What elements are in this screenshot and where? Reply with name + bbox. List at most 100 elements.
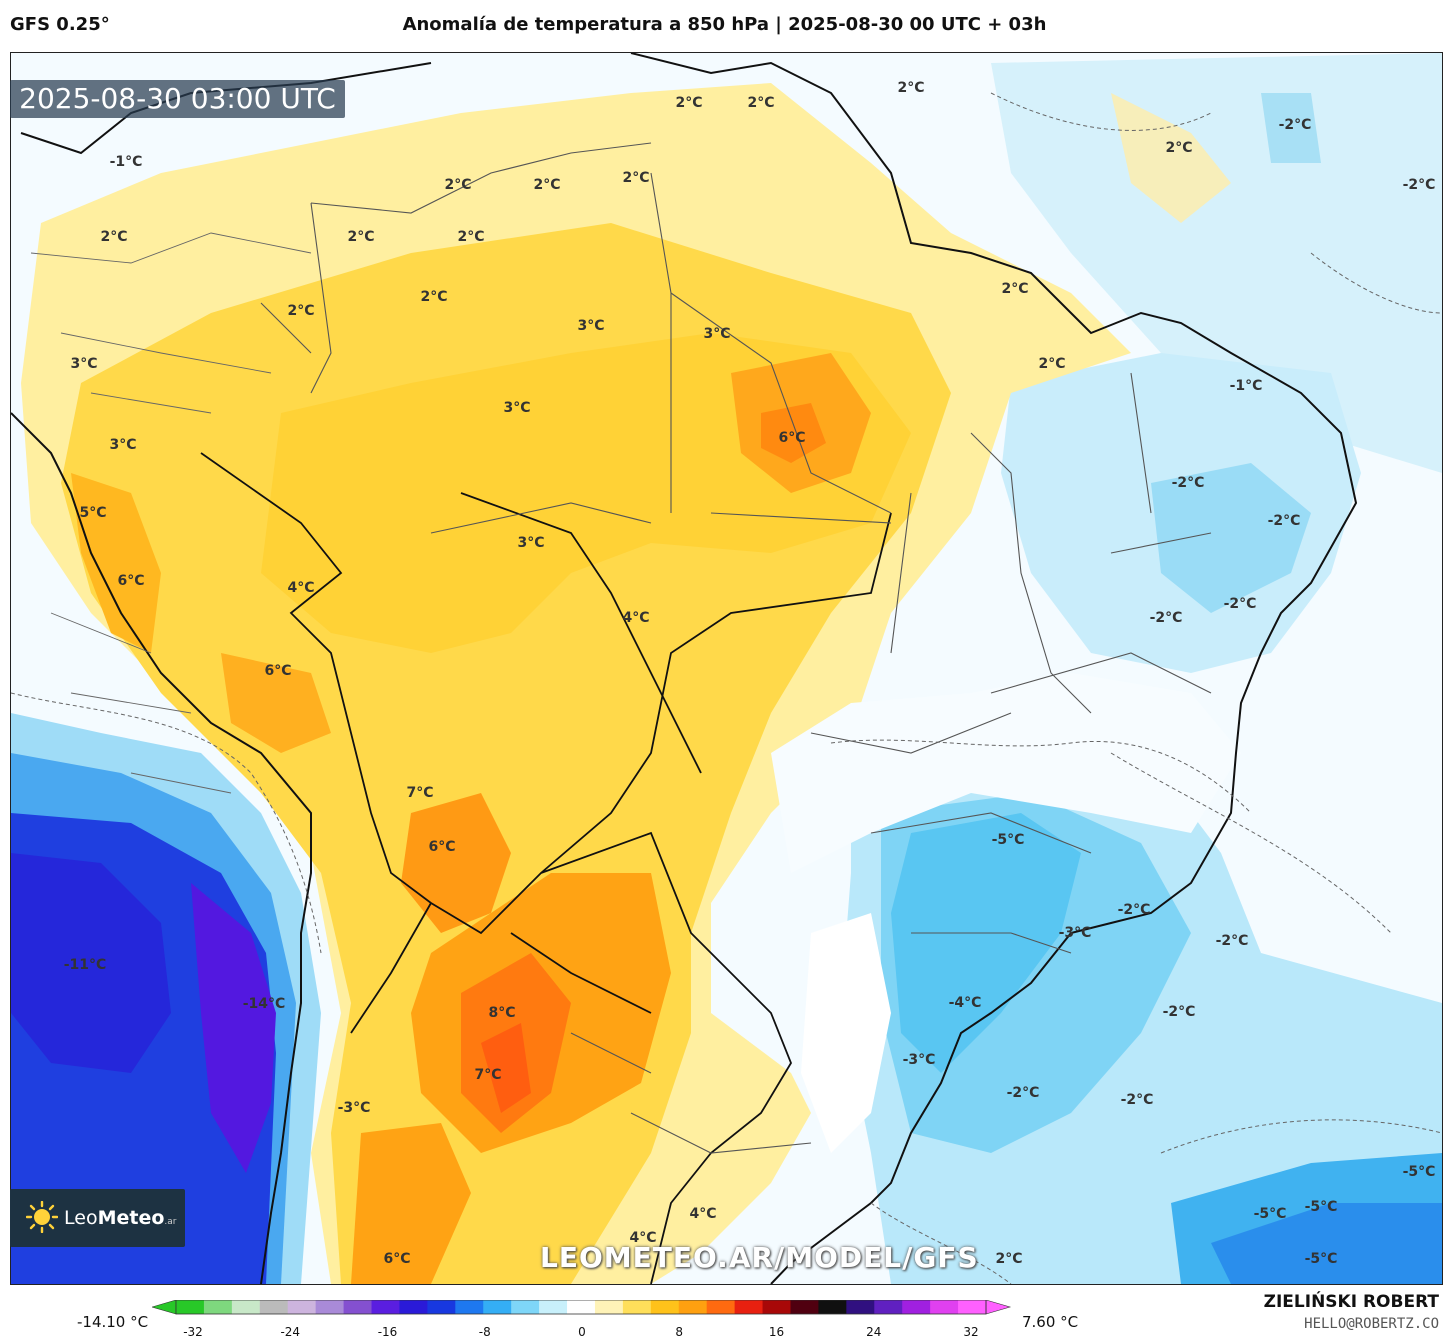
map-temperature-label: 5°C [79, 505, 107, 521]
leometeo-logo: LeoMeteo.ar [10, 1189, 185, 1247]
map-temperature-label: 8°C [488, 1005, 516, 1021]
colorbar-segment [762, 1300, 791, 1314]
map-temperature-label: 4°C [629, 1230, 657, 1246]
map-temperature-label: 3°C [703, 326, 731, 342]
colorbar-segment [650, 1300, 680, 1314]
colorbar-tick-label: 16 [768, 1325, 785, 1339]
logo-wordmark: LeoMeteo.ar [64, 1207, 177, 1229]
map-temperature-label: 3°C [577, 318, 605, 334]
watermark-url: LEOMETEO.AR/MODEL/GFS [540, 1241, 979, 1274]
author-email: HELLO@ROBERTZ.CO [1304, 1316, 1439, 1332]
map-temperature-label: -2°C [1006, 1085, 1040, 1101]
map-temperature-label: 3°C [517, 535, 545, 551]
map-temperature-label: 7°C [474, 1067, 502, 1083]
colorbar-segment [958, 1300, 987, 1314]
colorbar-segment [678, 1300, 708, 1314]
colorbar-tick-label: 32 [963, 1325, 979, 1339]
map-temperature-label: -5°C [1304, 1199, 1338, 1215]
map-temperature-label: 2°C [675, 95, 703, 111]
map-temperature-label: -2°C [1223, 596, 1257, 612]
colorbar-segment [818, 1300, 847, 1314]
map-temperature-label: 7°C [406, 785, 434, 801]
map-temperature-label: -1°C [109, 154, 143, 170]
colorbar-segment [231, 1300, 261, 1314]
model-label: GFS 0.25° [10, 14, 110, 35]
map-temperature-label: -2°C [1120, 1092, 1154, 1108]
map-temperature-label: -2°C [1278, 117, 1312, 133]
colorbar-segment [511, 1300, 540, 1314]
temperature-anomaly-map: 2°C 2°C 2°C -2°C 2°C -2°C -1°C 2°C 2°C 2… [10, 52, 1443, 1285]
map-temperature-label: 2°C [287, 303, 315, 319]
map-temperature-label: 2°C [347, 229, 375, 245]
map-temperature-label: -2°C [1215, 933, 1249, 949]
colorbar-segment [203, 1300, 233, 1314]
map-temperature-label: 6°C [117, 573, 145, 589]
colorbar-tick-label: -16 [377, 1325, 398, 1339]
colorbar-segment [930, 1300, 959, 1314]
colorbar-segment [315, 1300, 345, 1314]
sun-icon [26, 1201, 58, 1233]
map-temperature-label: 2°C [457, 229, 485, 245]
map-temperature-label: 6°C [428, 839, 456, 855]
colorbar-tick-label: -8 [478, 1325, 491, 1339]
colorbar-segment [902, 1300, 931, 1314]
colorbar-tick-label: -24 [280, 1325, 301, 1339]
map-temperature-label: 4°C [622, 610, 650, 626]
colorbar-segment [622, 1300, 652, 1314]
map-temperature-label: -2°C [1117, 902, 1151, 918]
colorbar-segment [455, 1300, 484, 1314]
colorbar-segment [790, 1300, 819, 1314]
map-temperature-label: -3°C [902, 1052, 936, 1068]
map-temperature-label: 2°C [1001, 281, 1029, 297]
colorbar-segment [343, 1300, 373, 1314]
map-temperature-label: -11°C [63, 957, 107, 973]
chart-title: Anomalía de temperatura a 850 hPa | 2025… [402, 14, 1047, 35]
colorbar-segment [259, 1300, 289, 1314]
colorbar-tick-label: 8 [675, 1325, 684, 1339]
map-temperature-label: 2°C [1038, 356, 1066, 372]
map-temperature-label: 6°C [383, 1251, 411, 1267]
map-temperature-label: -3°C [1058, 925, 1092, 941]
map-temperature-label: 3°C [70, 356, 98, 372]
map-temperature-label: -2°C [1162, 1004, 1196, 1020]
colorbar-segment [399, 1300, 428, 1314]
map-temperature-label: 4°C [287, 580, 315, 596]
map-temperature-label: -5°C [991, 832, 1025, 848]
map-temperature-label: 2°C [420, 289, 448, 305]
author-name: ZIELIŃSKI ROBERT [1263, 1292, 1439, 1312]
colorbar-min-arrow [152, 1300, 177, 1315]
map-temperature-label: 2°C [747, 95, 775, 111]
map-temperature-label: -5°C [1402, 1164, 1436, 1180]
map-temperature-label: -2°C [1149, 610, 1183, 626]
map-temperature-label: -5°C [1253, 1206, 1287, 1222]
map-temperature-label: 3°C [503, 400, 531, 416]
colorbar-segment [483, 1300, 512, 1314]
map-temperature-label: -3°C [337, 1100, 371, 1116]
colorbar-frame [175, 1300, 987, 1315]
map-field [11, 53, 1442, 1284]
colorbar-segment [371, 1300, 400, 1314]
colorbar-segment [706, 1300, 736, 1314]
map-temperature-label: 2°C [533, 177, 561, 193]
map-temperature-label: 2°C [897, 80, 925, 96]
colorbar-segment [734, 1300, 764, 1314]
colorbar-tick-label: 0 [578, 1325, 586, 1339]
colorbar-segment [287, 1300, 317, 1314]
map-temperature-label: -5°C [1304, 1251, 1338, 1267]
colorbar-segment [846, 1300, 875, 1314]
colorbar-segment [594, 1300, 624, 1314]
map-temperature-label: 2°C [444, 177, 472, 193]
map-temperature-label: 6°C [264, 663, 292, 679]
colorbar-segment [427, 1300, 456, 1314]
map-temperature-label: 2°C [995, 1251, 1023, 1267]
map-temperature-label: -2°C [1267, 513, 1301, 529]
map-temperature-label: -14°C [242, 996, 286, 1012]
colorbar-segment [176, 1300, 205, 1314]
map-temperature-label: -1°C [1229, 378, 1263, 394]
colorbar [152, 1300, 1012, 1315]
map-temperature-label: 2°C [100, 229, 128, 245]
colorbar-min-label: -14.10 °C [77, 1313, 149, 1331]
map-temperature-label: 4°C [689, 1206, 717, 1222]
colorbar-max-arrow [985, 1300, 1012, 1315]
map-temperature-label: -2°C [1171, 475, 1205, 491]
